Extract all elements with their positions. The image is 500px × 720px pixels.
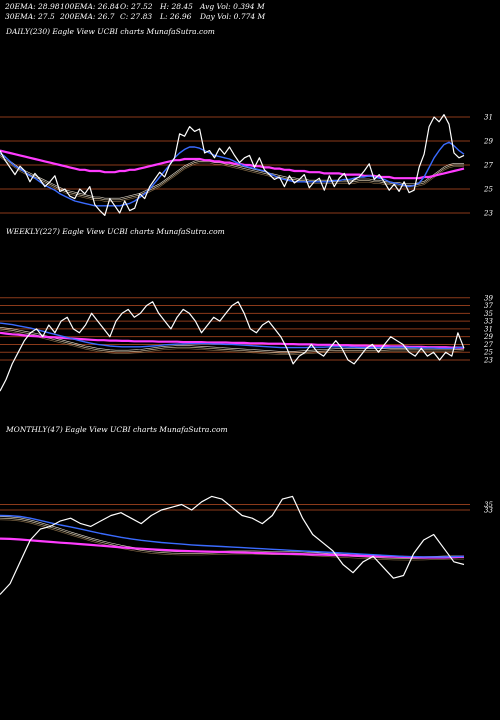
daily-y-tick-label: 29	[483, 138, 493, 146]
weekly-band-line	[0, 330, 465, 355]
weekly-y-tick-label: 31	[484, 325, 493, 333]
daily-y-tick-label: 31	[484, 114, 493, 122]
high-stat: H: 28.45	[160, 2, 193, 11]
daily-ema-long-line	[0, 149, 465, 180]
ema200-stat: 200EMA: 26.7	[60, 12, 115, 21]
weekly-price-line	[0, 301, 465, 392]
daily-price-line	[0, 113, 465, 216]
weekly-chart-label: WEEKLY(227) Eagle View UCBI charts Munaf…	[6, 227, 225, 236]
header-stats: 20EMA: 28.98 100EMA: 26.84 O: 27.52 H: 2…	[5, 2, 265, 24]
weekly-y-tick-label: 39	[484, 294, 493, 302]
close-stat: C: 27.83	[120, 12, 153, 21]
ema30-stat: 30EMA: 27.5	[5, 12, 55, 21]
ema20-stat: 20EMA: 28.98	[5, 2, 60, 11]
daily-y-tick-label: 23	[483, 210, 493, 218]
weekly-band-line	[0, 327, 465, 352]
weekly-y-tick-label: 33	[484, 318, 493, 326]
monthly-chart-label: MONTHLY(47) Eagle View UCBI charts Munaf…	[6, 425, 228, 434]
monthly-ema-long-line	[0, 537, 465, 559]
day-vol-stat: Day Vol: 0.774 M	[200, 12, 266, 21]
daily-plot: 31 29 27 25 23	[0, 114, 493, 218]
daily-band-line	[0, 156, 464, 202]
daily-y-tick-label: 25	[483, 186, 493, 194]
open-stat: O: 27.52	[120, 2, 153, 11]
ema100-stat: 100EMA: 26.84	[60, 2, 120, 11]
weekly-y-tick-label: 37	[484, 302, 493, 310]
avg-vol-stat: Avg Vol: 0.394 M	[200, 2, 265, 11]
monthly-ema-short-line	[0, 514, 465, 558]
monthly-band-line	[0, 519, 464, 561]
monthly-y-tick-label: 35	[484, 501, 493, 509]
monthly-price-line	[0, 495, 465, 595]
weekly-ema-short-line	[0, 322, 465, 349]
daily-ema-short-line	[0, 141, 465, 207]
weekly-band-line	[0, 328, 465, 354]
weekly-y-tick-label: 27	[483, 341, 493, 349]
weekly-y-tick-label: 35	[484, 310, 493, 318]
weekly-y-tick-label: 29	[483, 333, 493, 341]
monthly-y-tick-label: 33	[484, 507, 493, 515]
daily-chart-label: DAILY(230) Eagle View UCBI charts Munafa…	[6, 27, 215, 36]
weekly-ema-long-line	[0, 331, 464, 349]
weekly-y-tick-label: 23	[483, 357, 493, 365]
low-stat: L: 26.96	[160, 12, 192, 21]
daily-y-tick-label: 27	[483, 162, 493, 170]
monthly-band-line	[0, 516, 464, 558]
weekly-y-tick-label: 25	[483, 349, 493, 357]
